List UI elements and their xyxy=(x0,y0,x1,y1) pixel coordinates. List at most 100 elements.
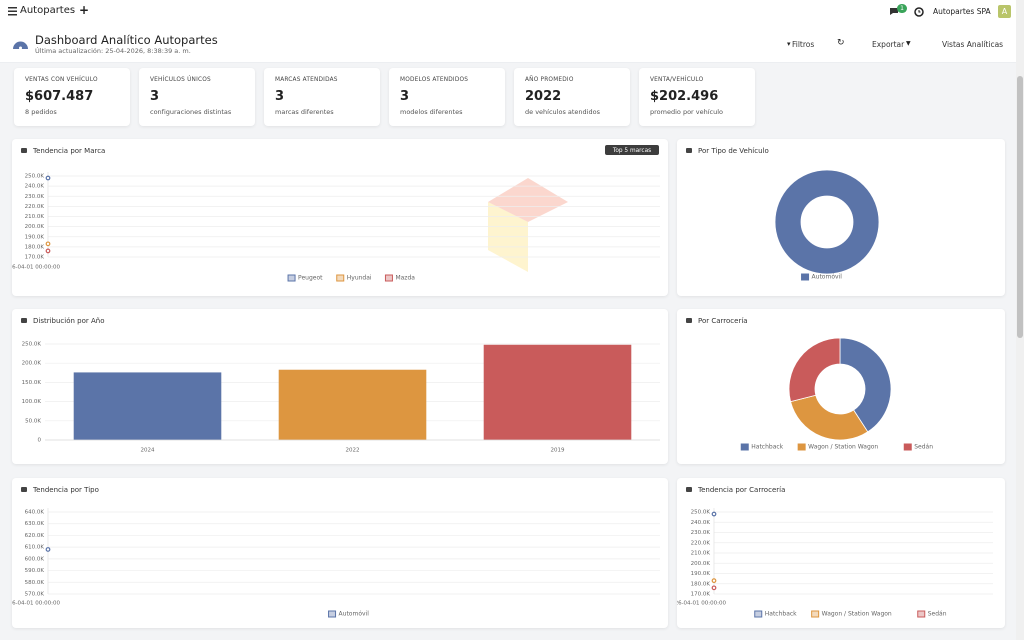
y-tick-label: 180.0K xyxy=(691,581,711,587)
badge: Top 5 marcas xyxy=(612,148,651,154)
legend-label: Automóvil xyxy=(339,611,370,618)
chat-icon[interactable] xyxy=(889,6,901,18)
company-name[interactable]: Autopartes SPA xyxy=(933,7,991,16)
y-tick-label: 640.0K xyxy=(25,510,45,516)
legend-label: Hyundai xyxy=(347,275,372,282)
title-icon xyxy=(686,487,692,492)
chart-title: Por Carrocería xyxy=(698,317,748,325)
legend-label: Mazda xyxy=(395,275,415,282)
y-tick-label: 220.0K xyxy=(25,204,45,210)
legend-swatch xyxy=(811,610,820,618)
title-icon xyxy=(21,318,27,323)
legend-label: Automóvil xyxy=(812,274,843,281)
y-tick-label: 590.0K xyxy=(25,568,45,574)
x-tick-label: 2022 xyxy=(346,448,360,454)
legend-swatch xyxy=(903,443,912,451)
scrollbar-thumb[interactable] xyxy=(1017,76,1023,338)
kpi-label: MODELOS ATENDIDOS xyxy=(400,77,469,83)
kpi-note: configuraciones distintas xyxy=(150,108,232,116)
kpi-note: promedio por vehículo xyxy=(650,108,724,116)
pie-slice xyxy=(790,394,869,441)
legend-swatch xyxy=(384,274,393,282)
export-button[interactable]: Exportar xyxy=(872,40,905,49)
y-tick-label: 600.0K xyxy=(25,556,45,562)
export-caret: ▼ xyxy=(906,40,911,47)
legend-swatch xyxy=(754,610,763,618)
y-tick-label: 0 xyxy=(38,438,42,444)
app-name[interactable]: Autopartes xyxy=(20,5,76,16)
kpi-card: MARCAS ATENDIDAS 3 marcas diferentes xyxy=(264,68,380,126)
title-icon xyxy=(21,487,27,492)
chart-card: Distribución por Año 0 50.0K 100.0K 150.0K 20… xyxy=(12,309,668,464)
y-tick-label: 100.0K xyxy=(22,399,42,405)
legend-label: Peugeot xyxy=(298,275,323,282)
kpi-card: MODELOS ATENDIDOS 3 modelos diferentes xyxy=(389,68,505,126)
badge-bg xyxy=(605,145,659,155)
y-tick-label: 610.0K xyxy=(25,545,45,551)
dashboard-icon xyxy=(13,41,28,50)
y-tick-label: 200.0K xyxy=(22,361,42,367)
legend-label: Sedán xyxy=(914,444,933,451)
refresh-button[interactable]: ↻ xyxy=(837,38,845,48)
header: Dashboard Analítico Autopartes Última ac… xyxy=(0,24,1016,63)
topbar: Autopartes + 1 Autopartes SPA A xyxy=(0,0,1016,24)
kpi-card: AÑO PROMEDIO 2022 de vehículos atendidos xyxy=(514,68,630,126)
chart: Distribución por Año 0 50.0K 100.0K 150.0K 20… xyxy=(21,317,660,454)
x-tick-label: 2019 xyxy=(551,448,565,454)
chart: Tendencia por Marca Top 5 marcas 170.0K 180… xyxy=(12,145,660,282)
kpi-card: VENTAS CON VEHÍCULO $607.487 8 pedidos xyxy=(14,68,130,126)
y-tick-label: 200.0K xyxy=(691,561,711,567)
y-tick-label: 250.0K xyxy=(25,174,45,180)
chart-card: Tendencia por Tipo 570.0K 580.0K 590.0K 600.… xyxy=(12,478,668,628)
title-icon xyxy=(686,318,692,323)
add-icon[interactable]: + xyxy=(79,3,90,17)
legend-swatch xyxy=(287,274,296,282)
legend-label: Hatchback xyxy=(765,611,797,618)
filter-button[interactable]: Filtros xyxy=(792,40,815,49)
chart: Por Carrocería Hatchback Wagon / Station W… xyxy=(686,317,933,451)
legend-label: Wagon / Station Wagon xyxy=(822,611,892,618)
chart-title: Distribución por Año xyxy=(33,317,105,325)
legend-label: Wagon / Station Wagon xyxy=(808,444,878,451)
kpi-note: de vehículos atendidos xyxy=(525,108,600,116)
y-tick-label: 620.0K xyxy=(25,533,45,539)
legend-label: Sedán xyxy=(928,611,947,618)
y-tick-label: 250.0K xyxy=(691,510,711,516)
y-tick-label: 190.0K xyxy=(691,571,711,577)
kpi-label: AÑO PROMEDIO xyxy=(525,77,574,83)
y-tick-label: 230.0K xyxy=(691,530,711,536)
kpi-value: 2022 xyxy=(525,89,562,104)
kpi-card: VEHÍCULOS ÚNICOS 3 configuraciones distint… xyxy=(139,68,255,126)
kpi-note: 8 pedidos xyxy=(25,108,57,116)
views-button[interactable]: Vistas Analíticas xyxy=(942,40,1004,49)
clock-icon[interactable] xyxy=(914,7,924,17)
data-point xyxy=(45,175,51,181)
y-tick-label: 630.0K xyxy=(25,521,45,527)
pie-slice xyxy=(788,337,841,403)
y-tick-label: 230.0K xyxy=(25,194,45,200)
menu-icon[interactable] xyxy=(8,7,18,16)
legend-swatch xyxy=(336,274,345,282)
y-tick-label: 220.0K xyxy=(691,540,711,546)
chart: Tendencia por Carrocería 170.0K 180.0K 190.… xyxy=(677,486,993,618)
legend-swatch xyxy=(740,443,749,451)
legend-swatch xyxy=(797,443,806,451)
y-tick-label: 150.0K xyxy=(22,380,42,386)
data-point xyxy=(711,578,717,584)
kpi-label: VEHÍCULOS ÚNICOS xyxy=(150,77,211,83)
y-tick-label: 570.0K xyxy=(25,592,45,598)
bar xyxy=(483,344,632,440)
pie-slice xyxy=(774,169,880,275)
kpi-value: 3 xyxy=(400,89,410,104)
chart-card: Tendencia por Carrocería 170.0K 180.0K 190.… xyxy=(677,478,1005,628)
y-tick-label: 240.0K xyxy=(25,184,45,190)
chart-title: Tendencia por Carrocería xyxy=(697,486,785,494)
avatar[interactable]: A xyxy=(998,5,1011,18)
legend-swatch xyxy=(917,610,926,618)
x-tick-label: 2026-04-01 00:00:00 xyxy=(12,265,60,271)
x-tick-label: 2024 xyxy=(141,448,155,454)
decoration xyxy=(488,178,568,222)
y-tick-label: 200.0K xyxy=(25,224,45,230)
title-icon xyxy=(686,148,692,153)
